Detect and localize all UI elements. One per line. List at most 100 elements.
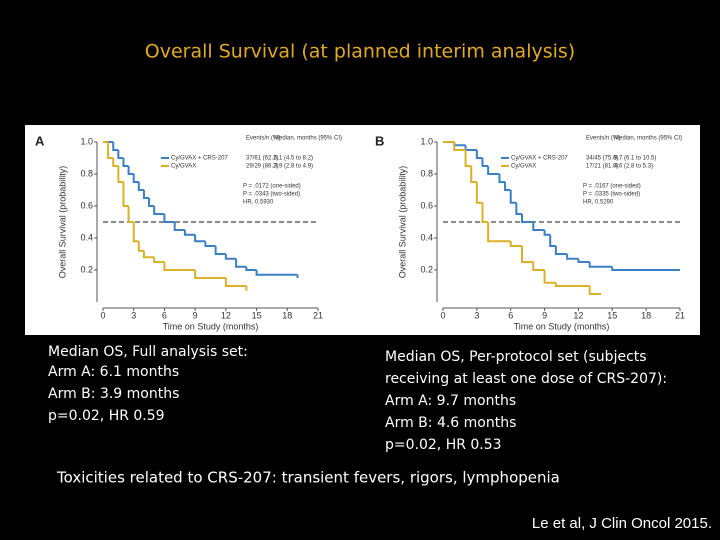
survival-step xyxy=(475,150,483,159)
survival-step xyxy=(475,182,483,204)
legend-median: 4.6 (2.8 to 5.3) xyxy=(614,164,653,170)
survival-step xyxy=(532,222,545,231)
survival-step xyxy=(464,150,472,167)
survival-step xyxy=(122,182,129,207)
x-tick-label: 15 xyxy=(252,310,262,320)
figure-panel xyxy=(25,125,700,335)
x-tick-label: 21 xyxy=(313,310,323,320)
survival-step xyxy=(487,222,511,243)
survival-step xyxy=(107,142,114,159)
left-line: Arm B: 3.9 months xyxy=(48,386,179,402)
y-tick-label: 1.0 xyxy=(80,136,93,146)
survival-step xyxy=(127,206,134,223)
survival-step xyxy=(566,254,579,260)
panel-label: A xyxy=(35,133,45,148)
y-tick-label: 0.6 xyxy=(420,200,433,210)
x-tick-label: 9 xyxy=(193,310,198,320)
survival-step xyxy=(137,241,144,252)
x-tick-label: 6 xyxy=(162,310,167,320)
legend-header: Events/n (%) xyxy=(586,136,620,142)
survival-step xyxy=(148,198,155,207)
p-value: P = .0335 (two-sided) xyxy=(583,192,640,198)
survival-step xyxy=(224,278,247,287)
x-tick-label: 15 xyxy=(607,310,617,320)
survival-step xyxy=(122,158,129,167)
y-tick-label: 0.4 xyxy=(420,232,433,242)
y-tick-label: 0.8 xyxy=(420,168,433,178)
x-tick-label: 18 xyxy=(282,310,292,320)
survival-step xyxy=(132,222,139,243)
survival-step xyxy=(132,174,139,183)
legend-label: Cy/GVAX xyxy=(511,164,536,170)
survival-step xyxy=(112,142,119,151)
p-value: P = .0167 (one-sided) xyxy=(583,184,641,190)
survival-step xyxy=(487,166,500,175)
survival-step xyxy=(255,270,298,276)
y-axis-label: Overall Survival (probability) xyxy=(397,166,407,279)
right-line: Arm A: 9.7 months xyxy=(385,393,516,409)
survival-step xyxy=(194,234,206,243)
y-tick-label: 0.2 xyxy=(80,264,93,274)
survival-step xyxy=(554,282,590,287)
survival-step xyxy=(163,262,196,271)
x-tick-label: 9 xyxy=(542,310,547,320)
legend-events: 17/21 (81.0) xyxy=(586,164,618,170)
survival-step xyxy=(224,254,237,260)
survival-step xyxy=(183,230,196,236)
toxicities: Toxicities related to CRS-207: transient… xyxy=(56,469,560,487)
survival-step xyxy=(515,202,522,215)
p-value: HR, 0.5290 xyxy=(583,200,614,206)
survival-step xyxy=(543,270,556,284)
survival-step xyxy=(481,202,489,223)
survival-step xyxy=(577,258,590,263)
survival-step xyxy=(509,190,517,204)
x-tick-label: 18 xyxy=(641,310,651,320)
x-tick-label: 12 xyxy=(221,310,231,320)
legend-median: 6.1 (4.5 to 8.2) xyxy=(274,156,313,162)
survival-step xyxy=(142,190,150,199)
left-line: p=0.02, HR 0.59 xyxy=(48,408,165,424)
y-tick-label: 0.8 xyxy=(80,168,93,178)
survival-step xyxy=(549,234,556,247)
right-line: Arm B: 4.6 months xyxy=(385,415,516,431)
y-tick-label: 0.2 xyxy=(420,264,433,274)
legend-events: 34/45 (75.6) xyxy=(586,156,618,162)
legend-events: 37/61 (62.2) xyxy=(246,156,278,162)
y-tick-label: 0.4 xyxy=(80,232,93,242)
x-tick-label: 0 xyxy=(440,310,445,320)
survival-step xyxy=(588,262,613,268)
legend-header: Events/n (%) xyxy=(246,136,280,142)
legend-events: 29/29 (86.2) xyxy=(246,164,278,170)
survival-step xyxy=(137,182,144,191)
survival-step xyxy=(470,166,477,183)
legend-median: 3.9 (2.8 to 4.9) xyxy=(274,164,313,170)
p-value: P = .0172 (one-sided) xyxy=(243,184,301,190)
x-tick-label: 21 xyxy=(675,310,685,320)
x-tick-label: 6 xyxy=(508,310,513,320)
x-tick-label: 12 xyxy=(573,310,583,320)
survival-step xyxy=(588,286,601,295)
survival-step xyxy=(554,246,568,255)
panel-label: B xyxy=(375,133,384,148)
legend-header: Median, months (95% CI) xyxy=(274,136,342,142)
survival-step xyxy=(112,158,119,167)
survival-step xyxy=(509,241,522,247)
slide-title: Overall Survival (at planned interim ana… xyxy=(145,41,575,63)
survival-step xyxy=(153,257,165,263)
survival-step xyxy=(127,166,134,175)
legend-median: 9.7 (6.1 to 10.5) xyxy=(614,156,656,162)
legend-label: Cy/GVAX xyxy=(171,164,196,170)
survival-step xyxy=(504,182,511,191)
x-tick-label: 3 xyxy=(474,310,479,320)
survival-step xyxy=(142,250,155,259)
survival-step xyxy=(453,142,466,151)
survival-step xyxy=(173,222,185,231)
survival-step xyxy=(245,266,257,271)
y-tick-label: 1.0 xyxy=(420,136,433,146)
p-value: HR, 0.5930 xyxy=(243,200,274,206)
survival-step xyxy=(117,166,124,183)
survival-step xyxy=(498,174,506,183)
y-tick-label: 0.6 xyxy=(80,200,93,210)
survival-step xyxy=(521,246,534,263)
